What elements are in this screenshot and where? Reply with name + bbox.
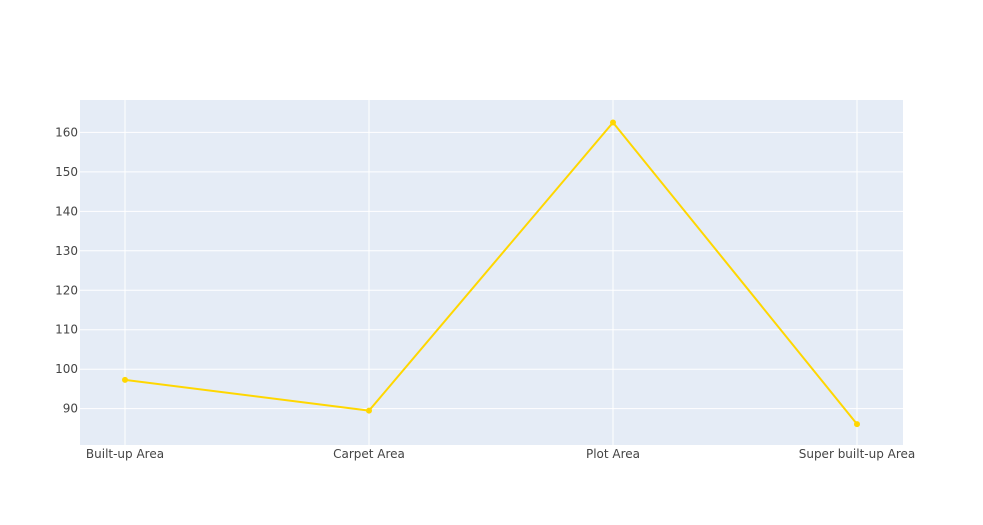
y-tick-label: 160	[55, 125, 78, 139]
plot-area	[80, 100, 903, 445]
y-tick-label: 120	[55, 283, 78, 297]
y-tick-label: 130	[55, 244, 78, 258]
y-tick-label: 100	[55, 362, 78, 376]
series-line	[124, 121, 858, 425]
data-point[interactable]	[854, 421, 860, 428]
x-tick-label: Plot Area	[586, 447, 640, 461]
data-point[interactable]	[366, 407, 372, 414]
y-axis-ticks: 90 100 110 120 130 140 150 160	[55, 125, 78, 415]
x-tick-label: Carpet Area	[333, 447, 405, 461]
data-point[interactable]	[122, 376, 128, 383]
y-tick-label: 140	[55, 204, 78, 218]
y-tick-label: 150	[55, 165, 78, 179]
y-tick-label: 90	[63, 402, 78, 416]
gridlines	[80, 100, 903, 445]
x-axis-ticks: Built-up Area Carpet Area Plot Area Super b…	[86, 447, 915, 461]
data-point[interactable]	[610, 119, 616, 126]
series-layer	[122, 119, 860, 428]
x-tick-label: Built-up Area	[86, 447, 164, 461]
x-tick-label: Super built-up Area	[799, 447, 916, 461]
y-tick-label: 110	[55, 323, 78, 337]
